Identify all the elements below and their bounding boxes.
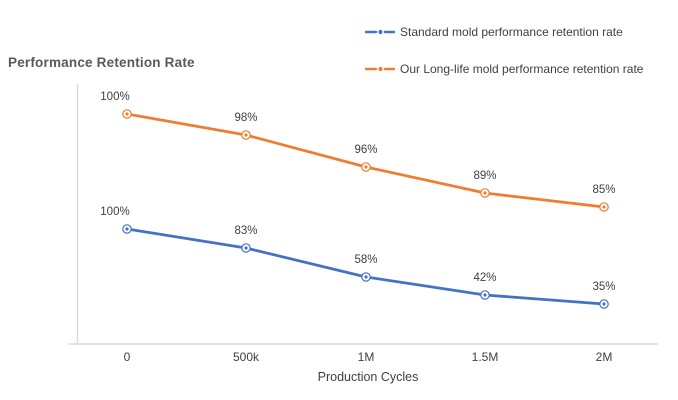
- data-point-dot: [602, 205, 606, 209]
- chart-title: Performance Retention Rate: [8, 55, 195, 70]
- data-point-dot: [125, 112, 129, 116]
- legend-item-standard: Standard mold performance retention rate: [365, 25, 643, 39]
- data-label: 98%: [234, 112, 258, 124]
- series-line-0: [125, 227, 606, 306]
- x-tick-label: 500k: [232, 350, 260, 364]
- data-point-dot: [125, 227, 129, 231]
- data-label: 100%: [100, 206, 130, 218]
- x-tick-label: 1M: [357, 350, 375, 364]
- legend: Standard mold performance retention rate…: [365, 25, 643, 76]
- data-label: 96%: [354, 144, 378, 156]
- data-label: 42%: [473, 272, 497, 284]
- x-tick-label: 2M: [595, 350, 613, 364]
- legend-item-label: Standard mold performance retention rate: [400, 25, 623, 39]
- data-label: 100%: [100, 91, 130, 103]
- series-line-1: [125, 112, 606, 209]
- x-axis-title: Production Cycles: [317, 370, 419, 384]
- data-point-dot: [483, 293, 487, 297]
- line-marker-icon: [365, 29, 395, 35]
- data-point-dot: [244, 246, 248, 250]
- data-label: 58%: [354, 254, 378, 266]
- x-tick-label: 0: [123, 350, 131, 364]
- data-point-dot: [483, 191, 487, 195]
- data-label: 83%: [234, 225, 258, 237]
- data-point-dot: [364, 275, 368, 279]
- x-tick-label: 1.5M: [471, 350, 499, 364]
- line-marker-icon: [365, 66, 395, 72]
- data-label: 35%: [592, 281, 616, 293]
- legend-item-label: Our Long-life mold performance retention…: [400, 62, 644, 76]
- data-point-dot: [364, 165, 368, 169]
- data-point-dot: [244, 133, 248, 137]
- legend-item-longlife: Our Long-life mold performance retention…: [365, 62, 643, 76]
- data-label: 85%: [592, 184, 616, 196]
- data-point-dot: [602, 302, 606, 306]
- data-label: 89%: [473, 170, 497, 182]
